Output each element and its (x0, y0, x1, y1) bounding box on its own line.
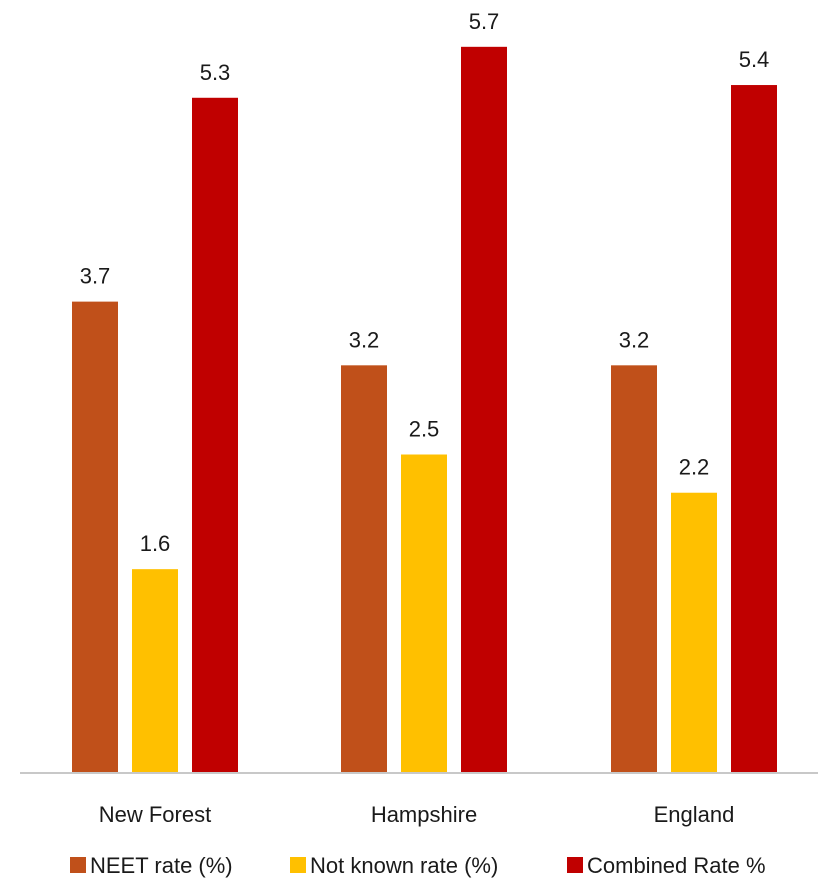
legend-label-neet-rate: NEET rate (%) (90, 853, 233, 878)
bar-hampshire-neet-rate (341, 365, 387, 773)
data-label-england-combined-rate: 5.4 (739, 47, 770, 72)
bar-england-not-known-rate (671, 492, 717, 773)
legend-swatch-not-known-rate (290, 857, 306, 873)
data-label-england-not-known-rate: 2.2 (679, 455, 710, 480)
legend: NEET rate (%) Not known rate (%) Combined … (70, 853, 766, 878)
x-tick-labels: New Forest Hampshire England (99, 802, 735, 827)
bar-new-forest-neet-rate (72, 301, 118, 773)
data-label-england-neet-rate: 3.2 (619, 327, 650, 352)
bar-new-forest-combined-rate (192, 97, 238, 773)
legend-swatch-combined-rate (567, 857, 583, 873)
data-label-new-forest-combined-rate: 5.3 (200, 60, 231, 85)
bar-hampshire-not-known-rate (401, 454, 447, 773)
bar-hampshire-combined-rate (461, 46, 507, 773)
legend-label-not-known-rate: Not known rate (%) (310, 853, 498, 878)
bar-new-forest-not-known-rate (132, 569, 178, 773)
bar-england-neet-rate (611, 365, 657, 773)
data-labels-group: 3.7 1.6 5.3 3.2 2.5 5.7 3.2 2.2 5.4 (80, 9, 770, 556)
data-label-hampshire-combined-rate: 5.7 (469, 9, 500, 34)
data-label-new-forest-neet-rate: 3.7 (80, 264, 111, 289)
legend-label-combined-rate: Combined Rate % (587, 853, 766, 878)
data-label-hampshire-not-known-rate: 2.5 (409, 417, 440, 442)
data-label-new-forest-not-known-rate: 1.6 (140, 531, 171, 556)
x-tick-label-england: England (654, 802, 735, 827)
x-tick-label-new-forest: New Forest (99, 802, 211, 827)
bar-england-combined-rate (731, 85, 777, 774)
bars-group (72, 46, 777, 774)
x-tick-label-hampshire: Hampshire (371, 802, 477, 827)
data-label-hampshire-neet-rate: 3.2 (349, 327, 380, 352)
legend-swatch-neet-rate (70, 857, 86, 873)
